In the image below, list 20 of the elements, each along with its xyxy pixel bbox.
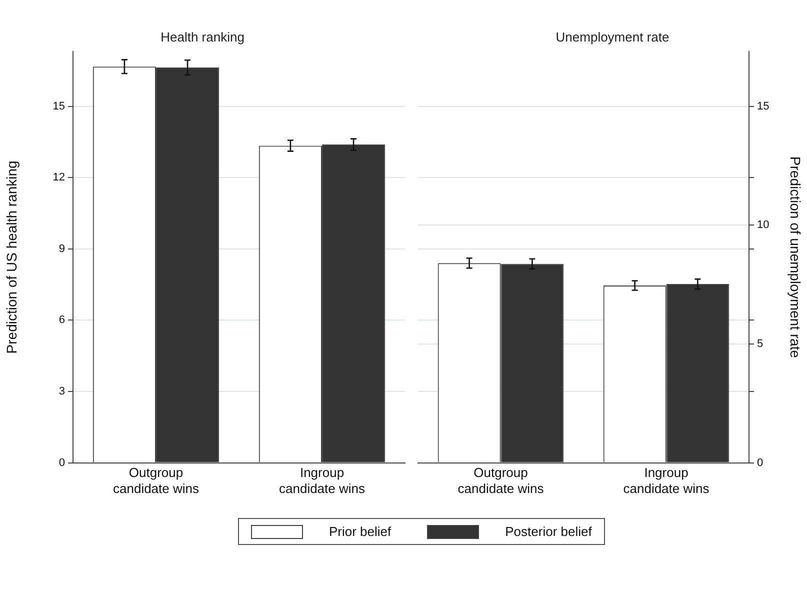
chart-title: Unemployment rate xyxy=(556,29,670,44)
y-tick-label: 9 xyxy=(58,242,65,255)
y-tick-label: 5 xyxy=(757,338,764,350)
y-tick-label: 0 xyxy=(58,456,65,469)
y-tick-label: 10 xyxy=(757,219,770,232)
y-tick-label: 15 xyxy=(757,100,770,112)
x-tick-label: Outgroup candidate wins xyxy=(113,465,200,496)
y-axis-title: Prediction of unemployment rate xyxy=(788,156,804,358)
x-tick-label: Ingroup candidate wins xyxy=(279,465,366,496)
y-axis-title: Prediction of US health ranking xyxy=(3,160,20,354)
y-tick-label: 12 xyxy=(52,172,65,184)
legend-label: Posterior belief xyxy=(505,524,592,539)
x-tick-label: Outgroup candidate wins xyxy=(458,465,544,496)
x-tick-label: Ingroup candidate wins xyxy=(623,465,710,496)
legend-label: Prior belief xyxy=(329,524,392,539)
y-tick-label: 6 xyxy=(58,314,65,326)
y-tick-label: 15 xyxy=(52,100,65,112)
chart-title: Health ranking xyxy=(160,29,244,44)
y-tick-label: 0 xyxy=(757,456,764,469)
y-tick-label: 3 xyxy=(58,386,65,398)
